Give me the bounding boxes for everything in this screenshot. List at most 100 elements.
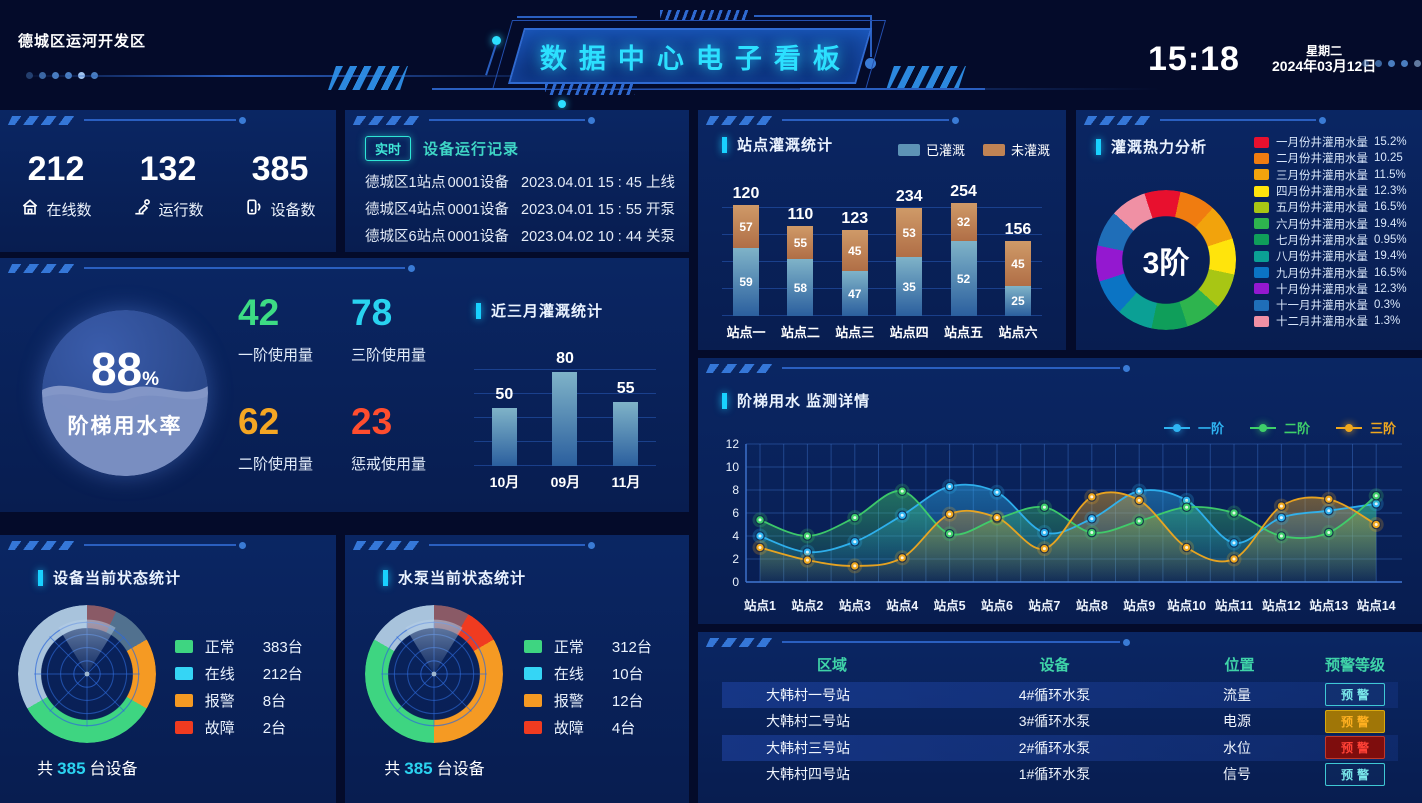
decor-elbow — [870, 15, 872, 57]
heat-legend-item[interactable]: 十二月井灌用水量 1.3% — [1254, 313, 1418, 329]
heat-donut-center: 3阶 — [1142, 247, 1190, 280]
heat-legend-item[interactable]: 三月份井灌用水量 11.5% — [1254, 167, 1418, 183]
svg-text:站点13: 站点13 — [1309, 598, 1348, 613]
status-legend-item[interactable]: 故障 4台 — [523, 714, 652, 741]
stacked-bar: 55 58 — [787, 226, 814, 316]
bar-segment-irrigated: 58 — [787, 259, 814, 316]
status-legend-item[interactable]: 报警 12台 — [523, 687, 652, 714]
heat-legend-item[interactable]: 十一月井灌用水量 0.3% — [1254, 297, 1418, 313]
heat-legend-item[interactable]: 九月份井灌用水量 16.5% — [1254, 264, 1418, 280]
svg-text:站点1: 站点1 — [744, 598, 776, 613]
building-icon — [20, 197, 40, 221]
usage-stat-value: 23 — [351, 401, 393, 442]
legend-item[interactable]: 已灌溉 — [898, 140, 965, 159]
device-status-title: 设备当前状态统计 — [38, 567, 181, 588]
bar-total-label: 110 — [787, 206, 814, 223]
legend-item[interactable]: 一阶 — [1163, 418, 1224, 437]
status-legend-item[interactable]: 正常 383台 — [174, 633, 303, 660]
usage-stats: 42 一阶使用量 78 三阶使用量 62 二阶使用量 23 惩戒使用量 — [238, 292, 464, 474]
legend-item[interactable]: 未灌溉 — [983, 140, 1050, 159]
realtime-badge: 实时 — [365, 136, 412, 161]
bar-group: 254 32 52 — [940, 183, 988, 316]
recent-bar: 55 — [613, 380, 639, 466]
usage-rate-label: 阶梯用水率 — [67, 414, 183, 438]
status-legend-item[interactable]: 故障 2台 — [174, 714, 303, 741]
recent-bar-value: 55 — [616, 379, 635, 397]
svg-text:站点14: 站点14 — [1357, 598, 1396, 613]
column-header: 区域 — [816, 657, 847, 674]
date-label: 2024年03月12日 — [1272, 58, 1377, 74]
monitor-panel: 阶梯用水 监测详情 一阶 二阶 三阶 0 2 4 6 8 10 12 站点1 站点2 站点3 站点4 站点… — [698, 358, 1422, 624]
decor-line — [800, 88, 985, 90]
legend-item[interactable]: 三阶 — [1335, 418, 1396, 437]
usage-stat-label: 一阶使用量 — [238, 347, 314, 364]
status-legend-item[interactable]: 正常 312台 — [523, 633, 652, 660]
series-line-一阶 — [759, 483, 1377, 554]
bar-total-label: 120 — [732, 185, 760, 202]
svg-text:站点6: 站点6 — [981, 598, 1013, 613]
heat-legend-item[interactable]: 十月份井灌用水量 12.3% — [1254, 281, 1418, 297]
column-header: 位置 — [1224, 657, 1255, 674]
device_status-panel: 设备当前状态统计 — [0, 535, 336, 803]
stat-value: 212 — [27, 150, 85, 188]
records-panel: 实时 设备运行记录 德城区1站点 0001设备 2023.04.01 15 : 45… — [345, 110, 689, 252]
robot-arm-icon — [132, 197, 152, 221]
water-ball — [42, 310, 208, 476]
bar-x-label: 站点三 — [835, 325, 875, 340]
stats-row: 212 在线数 132 运行数 385 设备数 — [0, 150, 336, 221]
panel-decor — [352, 115, 679, 125]
panel-decor — [7, 540, 326, 550]
site-xlabels: 站点一 站点二 站点三 站点四 站点五 站点六 — [722, 322, 1042, 341]
monitor-title: 阶梯用水 监测详情 — [722, 390, 870, 411]
bar-x-label: 站点六 — [998, 325, 1038, 340]
heat-legend: 一月份井灌用水量 15.2% 二月份井灌用水量 10.25 三月份井灌用水量 11.5% 四… — [1254, 134, 1418, 330]
status-donut — [18, 605, 157, 743]
legend-item[interactable]: 二阶 — [1249, 418, 1310, 437]
status-legend-item[interactable]: 报警 8台 — [174, 687, 303, 714]
stacked-bar: 57 59 — [733, 205, 759, 316]
recent-bar-value: 80 — [556, 350, 574, 368]
status-legend-item[interactable]: 在线 212台 — [174, 660, 303, 687]
recent-bars: 50 80 55 — [474, 346, 656, 466]
bar-segment-irrigated: 35 — [896, 257, 923, 316]
svg-text:10: 10 — [726, 460, 740, 474]
header-line-left — [30, 75, 610, 77]
pump-status-body: 共 385 台设备 正常 312台 在线 10台 报警 12台 故障 4台 — [345, 605, 689, 779]
svg-text:12: 12 — [726, 437, 740, 451]
bar-segment-irrigated: 25 — [1004, 286, 1031, 316]
heat-legend-item[interactable]: 一月份井灌用水量 15.2% — [1254, 134, 1418, 150]
bar-group: 120 57 59 — [722, 185, 770, 316]
bar-x-label: 站点五 — [944, 325, 984, 340]
title-accent — [1096, 138, 1101, 155]
status-legend-item[interactable]: 在线 10台 — [523, 660, 652, 687]
bar-segment-unirrigated: 53 — [896, 208, 923, 257]
pump-status-title: 水泵当前状态统计 — [383, 567, 526, 588]
warning-table-row: 大韩村一号站 4#循环水泵 流量 预警 — [722, 682, 1398, 708]
heat-legend-item[interactable]: 四月份井灌用水量 12.3% — [1254, 183, 1418, 199]
recent-x-label: 09月 — [550, 474, 581, 490]
title-box: 数据中心电子看板 — [507, 28, 873, 84]
bar-segment-unirrigated: 45 — [841, 230, 868, 271]
heat-legend-item[interactable]: 五月份井灌用水量 16.5% — [1254, 199, 1418, 215]
usage-stat-value: 78 — [351, 292, 393, 333]
heat-legend-item[interactable]: 二月份井灌用水量 10.25 — [1254, 150, 1418, 166]
bar-segment-irrigated: 47 — [841, 271, 868, 316]
decor-line — [517, 16, 637, 18]
stacked-bar: 45 47 — [841, 230, 868, 316]
bar-segment-unirrigated: 55 — [787, 226, 814, 259]
heat-legend-item[interactable]: 六月份井灌用水量 19.4% — [1254, 215, 1418, 231]
records-list: 德城区1站点 0001设备 2023.04.01 15 : 45 上线 德城区4站点 00… — [365, 170, 675, 251]
svg-text:站点5: 站点5 — [934, 598, 966, 613]
recent-bar-value: 50 — [495, 385, 514, 403]
heat-analysis-panel: 灌溉热力分析 3阶 一月份井灌用水量 15.2% 二月份井灌用水量 10.25 三月份井… — [1076, 110, 1422, 350]
page-title: 数据中心电子看板 — [540, 43, 852, 74]
heat-legend-item[interactable]: 八月份井灌用水量 19.4% — [1254, 248, 1418, 264]
site-irrigation-panel: 站点灌溉统计 已灌溉 未灌溉 120 57 59 110 55 58 123 45… — [698, 110, 1066, 350]
panel-decor — [705, 115, 1056, 125]
heat-legend-item[interactable]: 七月份井灌用水量 0.95% — [1254, 232, 1418, 248]
bar-total-label: 254 — [950, 183, 977, 200]
usage-stat-label: 三阶使用量 — [351, 347, 427, 364]
warning-badge: 预警 — [1325, 736, 1385, 760]
stat-label: 运行数 — [158, 201, 204, 219]
recent-x-label: 11月 — [611, 474, 641, 490]
